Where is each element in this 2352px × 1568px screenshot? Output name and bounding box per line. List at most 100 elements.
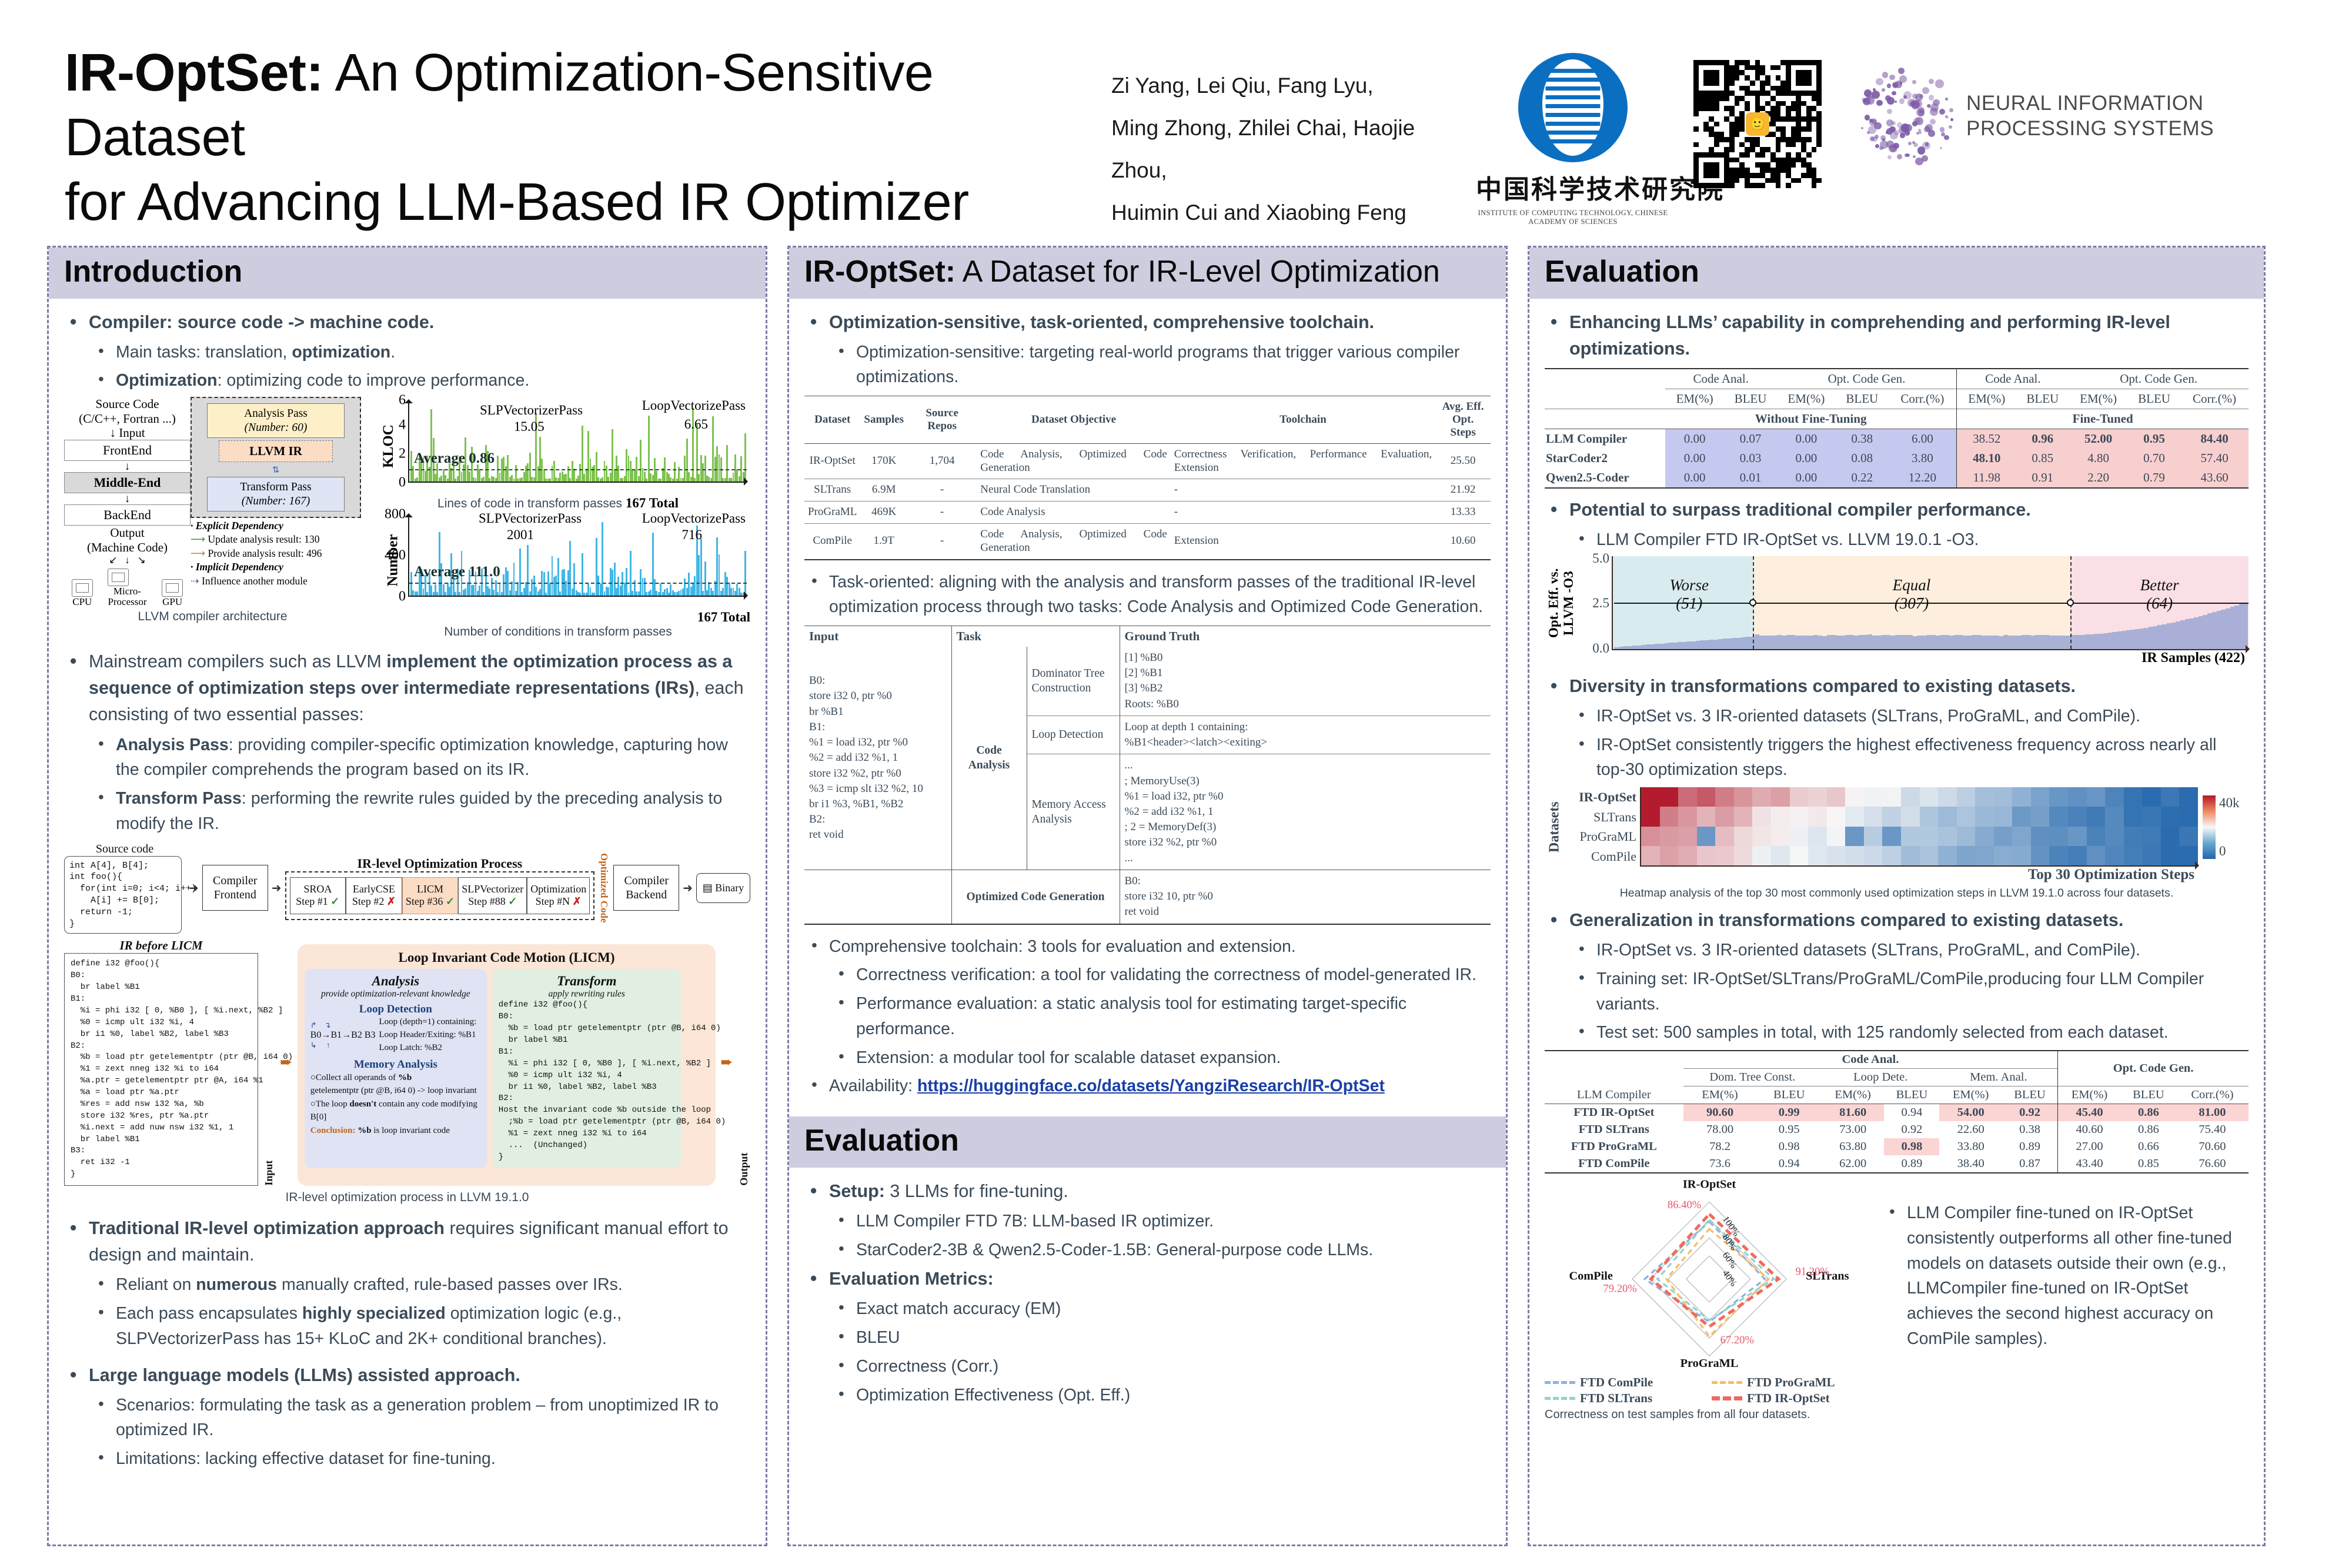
ir-before-block: define i32 @foo(){ B0: br label %B1 B1: … bbox=[64, 953, 293, 1186]
cell-toolchain: Correctness Verification, Performance Ev… bbox=[1174, 447, 1432, 474]
qr-module bbox=[1745, 106, 1750, 112]
bar bbox=[613, 563, 616, 596]
heatmap-cell bbox=[1863, 845, 1883, 866]
table-task-examples: Input Task Ground Truth B0: store i32 0,… bbox=[804, 626, 1491, 925]
dataset-link[interactable]: https://huggingface.co/datasets/YangziRe… bbox=[917, 1076, 1385, 1096]
qr-module bbox=[1703, 85, 1709, 91]
text-bold: optimization bbox=[292, 342, 391, 362]
bar bbox=[557, 558, 559, 596]
text-bold: %b bbox=[397, 1072, 412, 1082]
cell-gt-optgen: B0: store i32 10, ptr %0 ret void bbox=[1119, 869, 1491, 924]
bar bbox=[489, 477, 491, 482]
qr-module bbox=[1724, 60, 1730, 65]
qr-module bbox=[1749, 65, 1755, 71]
qr-module bbox=[1755, 168, 1760, 173]
neurips-dot bbox=[1887, 96, 1895, 105]
mem-conclusion: Conclusion: %b is loop invariant code bbox=[310, 1124, 481, 1138]
bar bbox=[730, 588, 732, 596]
bar bbox=[465, 588, 467, 596]
bar bbox=[440, 563, 443, 596]
step-name: EarlyCSE bbox=[352, 882, 395, 895]
heatmap-cell bbox=[2068, 787, 2087, 807]
bar bbox=[479, 586, 481, 596]
bar bbox=[523, 588, 525, 596]
qr-module bbox=[1749, 172, 1755, 178]
qr-module bbox=[1693, 65, 1699, 71]
cell-metric-value: 0.79 bbox=[2127, 467, 2181, 489]
bullet-vs-three-datasets: IR-OptSet vs. 3 IR-oriented datasets (SL… bbox=[1572, 703, 2249, 729]
bar bbox=[414, 478, 416, 482]
qr-module bbox=[1734, 147, 1740, 152]
chart-kloc-bars bbox=[409, 400, 747, 482]
heatmap-cell bbox=[2179, 826, 2198, 846]
heatmap-cell bbox=[2086, 787, 2106, 807]
qr-module bbox=[1760, 136, 1766, 142]
heatmap-cell bbox=[1696, 845, 1716, 866]
bar bbox=[2166, 623, 2171, 649]
bar bbox=[1886, 634, 1890, 649]
bullet-diversity: Diversity in transformations compared to… bbox=[1545, 672, 2249, 700]
bar bbox=[666, 588, 668, 596]
intro-bullets: Compiler: source code -> machine code. M… bbox=[64, 308, 750, 394]
bar bbox=[2134, 629, 2140, 649]
bar bbox=[2085, 634, 2090, 649]
bar bbox=[1655, 644, 1660, 649]
qr-module bbox=[1811, 85, 1817, 91]
bar bbox=[435, 474, 436, 482]
bar bbox=[430, 409, 433, 482]
neurips-dot bbox=[1864, 115, 1870, 121]
qr-module bbox=[1713, 91, 1719, 96]
qr-module bbox=[1693, 152, 1699, 158]
bar bbox=[416, 591, 419, 596]
bar bbox=[428, 467, 430, 482]
bar bbox=[603, 461, 606, 482]
neurips-dot bbox=[1876, 78, 1883, 85]
qr-module bbox=[1703, 101, 1709, 106]
step-index: Step #88 ✓ bbox=[468, 895, 517, 908]
neurips-dot bbox=[1869, 136, 1875, 141]
heatmap-cell bbox=[1938, 807, 1957, 827]
bar bbox=[2203, 614, 2208, 649]
qr-module bbox=[1739, 157, 1745, 163]
bar bbox=[549, 478, 552, 482]
loop-detection-title: Loop Detection bbox=[359, 1003, 432, 1016]
heatmap-cell bbox=[1975, 807, 1994, 827]
neurips-dot bbox=[1928, 95, 1935, 101]
qr-module bbox=[1703, 126, 1709, 132]
cell-metric-value: 75.40 bbox=[2199, 1123, 2226, 1136]
bar bbox=[617, 577, 620, 596]
qr-module bbox=[1770, 60, 1776, 65]
step-index: Step #N ✗ bbox=[535, 895, 582, 908]
ir-before-code-2: %1 = zext nneg i32 %i to i64 %a.ptr = ge… bbox=[71, 1064, 263, 1179]
bar bbox=[616, 455, 617, 482]
step-name: SLPVectorizer bbox=[462, 882, 524, 895]
bullet-main-tasks: Main tasks: translation, optimization. bbox=[91, 339, 750, 365]
qr-module bbox=[1729, 65, 1735, 71]
qr-module bbox=[1734, 111, 1740, 116]
chart-kloc-annot-loop: LoopVectorizePass bbox=[642, 398, 746, 413]
sub-header-row: EM(%) BLEU EM(%) BLEU Corr.(%) EM(%) BLE… bbox=[1545, 388, 2249, 409]
text: contain any code modifying B[0] bbox=[310, 1099, 477, 1122]
neurips-dot bbox=[1879, 146, 1883, 150]
label-better: Better (64) bbox=[2140, 576, 2179, 612]
neurips-dot bbox=[1886, 128, 1893, 135]
bar bbox=[607, 476, 610, 482]
bar bbox=[1636, 645, 1642, 649]
bar bbox=[426, 592, 429, 596]
total: 167 Total bbox=[697, 610, 750, 625]
qr-module bbox=[1709, 70, 1714, 76]
label: Transform Pass bbox=[240, 481, 312, 494]
bar bbox=[744, 433, 746, 482]
bullet-llm-compiler: LLM Compiler FTD 7B: LLM-based IR optimi… bbox=[831, 1208, 1491, 1234]
intro-bullets-3: Traditional IR-level optimization approa… bbox=[64, 1214, 750, 1472]
bar bbox=[1745, 637, 1750, 649]
qr-code-icon[interactable]: 🙂 bbox=[1693, 60, 1822, 188]
sub-header: BLEU bbox=[1836, 388, 1889, 409]
qr-module bbox=[1724, 162, 1730, 168]
qr-module bbox=[1775, 111, 1781, 116]
qr-module bbox=[1698, 142, 1704, 148]
bar bbox=[535, 413, 537, 482]
optimization-step: LICM Step #36 ✓ bbox=[402, 877, 459, 915]
qr-module bbox=[1785, 116, 1791, 122]
zone-label: Better bbox=[2140, 576, 2179, 594]
